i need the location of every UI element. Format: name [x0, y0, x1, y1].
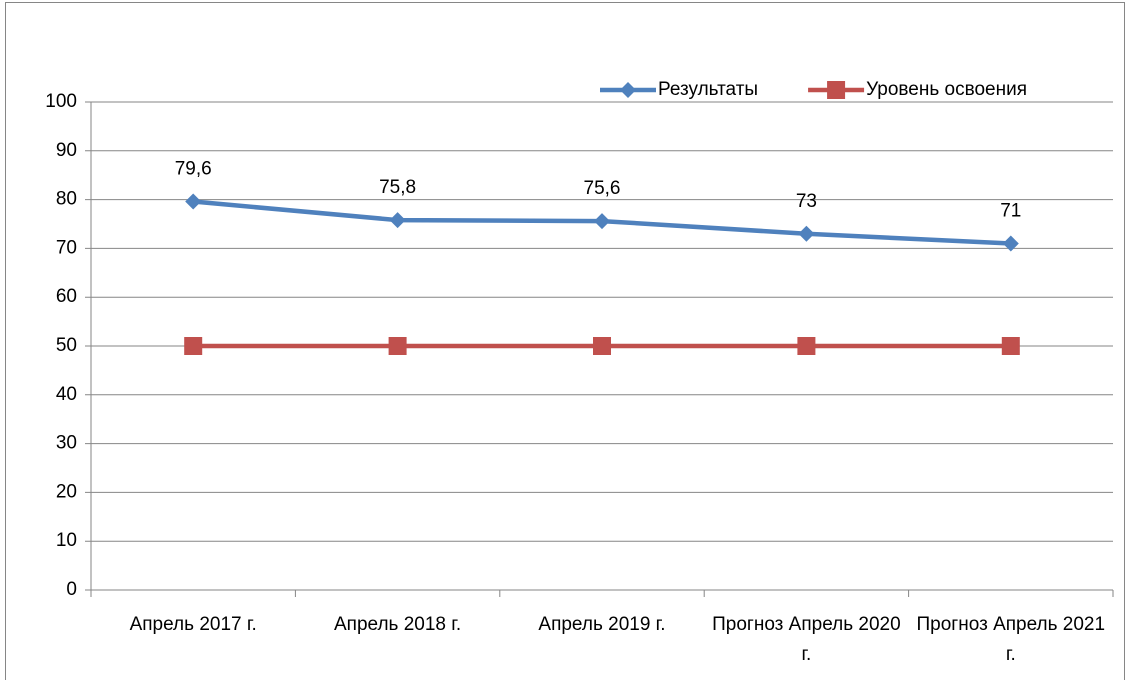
data-label: 73	[796, 191, 817, 212]
x-tick-label: Апрель 2018 г.	[334, 614, 462, 635]
x-tick-label: Прогноз Апрель 2020 г.	[712, 614, 901, 665]
y-tick-label: 0	[66, 579, 77, 600]
marker	[1001, 337, 1020, 355]
y-tick-label: 40	[56, 384, 77, 405]
y-tick-label: 20	[56, 481, 77, 502]
legend-label: Уровень освоения	[866, 79, 1027, 100]
marker	[1002, 235, 1019, 252]
marker	[593, 337, 611, 355]
y-tick-label: 10	[56, 530, 77, 551]
data-label: 75,8	[379, 177, 416, 198]
x-tick-label: Апрель 2017 г.	[129, 614, 257, 635]
data-label: 75,6	[584, 178, 621, 199]
x-tick-label: Прогноз Апрель 2021 г.	[916, 614, 1106, 665]
marker	[184, 337, 203, 355]
y-tick-label: 80	[56, 189, 77, 210]
y-tick-label: 30	[56, 433, 77, 454]
x-tick-label: Апрель 2019 г.	[538, 614, 666, 635]
marker	[388, 337, 407, 355]
chart-border	[5, 2, 1125, 680]
y-tick-label: 100	[45, 91, 77, 112]
legend-marker	[620, 82, 636, 98]
marker	[797, 337, 816, 355]
y-tick-label: 90	[56, 140, 77, 161]
y-tick-label: 70	[56, 237, 77, 258]
marker	[798, 225, 815, 242]
marker	[594, 213, 610, 230]
legend-label: Результаты	[658, 79, 758, 100]
marker	[185, 193, 202, 210]
marker	[389, 212, 406, 229]
y-tick-label: 60	[56, 286, 77, 307]
legend-marker	[827, 81, 846, 99]
data-label: 71	[1000, 201, 1021, 222]
y-tick-label: 50	[56, 335, 77, 356]
data-label: 79,6	[175, 159, 212, 180]
